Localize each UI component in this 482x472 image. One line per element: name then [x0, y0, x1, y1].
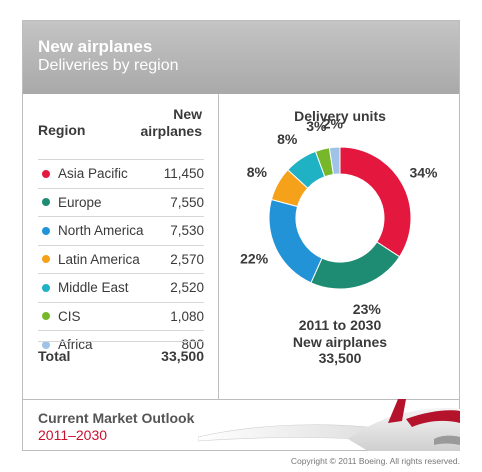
copyright-notice: Copyright © 2011 Boeing. All rights rese… [290, 456, 460, 466]
legend-dot-icon [42, 226, 50, 235]
legend-dot-icon [42, 312, 50, 320]
region-value: 7,530 [170, 223, 204, 238]
legend-dot-icon [42, 340, 50, 349]
slice-percent-label: 8% [247, 164, 268, 180]
new-airplanes-column-header: New airplanes [141, 106, 202, 140]
region-row: Europe 7,550 [38, 187, 204, 216]
total-row: Total 33,500 [38, 341, 204, 369]
region-value: 2,570 [170, 251, 204, 267]
chart-note-total: 33,500 [318, 350, 362, 366]
region-label: CIS [58, 308, 81, 324]
footer-title: Current Market Outlook [38, 410, 195, 426]
region-row: Asia Pacific 11,450 [38, 159, 204, 187]
outlook-panel: New airplanes Deliveries by region Regio… [22, 20, 460, 451]
footer-divider [23, 399, 459, 400]
slice-percent-label: 34% [409, 165, 438, 181]
region-row: North America 7,530 [38, 216, 204, 244]
footer-years: 2011–2030 [38, 427, 108, 443]
donut-slice [328, 146, 341, 176]
total-value: 33,500 [161, 347, 204, 364]
slice-percent-label: 22% [240, 251, 269, 267]
region-label: North America [58, 223, 144, 238]
region-label: Middle East [58, 280, 129, 295]
slice-percent-label: 2% [323, 115, 344, 131]
region-value: 11,450 [163, 166, 204, 181]
page-title: New airplanes [38, 37, 153, 56]
chart-note-years: 2011 to 2030 [298, 317, 382, 333]
region-row: Middle East 2,520 [38, 273, 204, 301]
region-label: Asia Pacific [58, 166, 128, 181]
region-value: 7,550 [170, 194, 204, 210]
donut-slice [310, 241, 401, 290]
chart-note-label: New airplanes [292, 333, 388, 350]
legend-dot-icon [42, 283, 50, 292]
region-value: 800 [181, 337, 204, 352]
region-row: Latin America 2,570 [38, 244, 204, 273]
region-label: Africa [58, 337, 93, 352]
column-divider [218, 94, 219, 399]
total-label: Total [38, 347, 71, 364]
region-value: 1,080 [170, 308, 204, 324]
region-label: Europe [58, 194, 102, 210]
donut-slice [268, 198, 323, 284]
region-row: CIS 1,080 [38, 301, 204, 330]
page-subtitle: Deliveries by region [38, 57, 179, 74]
legend-dot-icon [42, 198, 50, 206]
slice-percent-label: 3% [306, 118, 327, 134]
region-column-header: Region [38, 122, 86, 138]
legend-dot-icon [42, 255, 50, 263]
slice-percent-label: 23% [353, 301, 382, 317]
donut-chart: 34% 23% 22% 8% 8% 3%2% [240, 115, 438, 317]
new-header-line2: airplanes [140, 123, 202, 139]
region-value: 2,520 [170, 280, 204, 295]
slice-percent-label: 8% [277, 131, 298, 147]
header-bar: New airplanes Deliveries by region [23, 21, 459, 94]
airplane-image [198, 399, 460, 451]
legend-dot-icon [42, 169, 50, 178]
chart-title: Delivery units [294, 108, 386, 124]
donut-slice [339, 146, 412, 258]
chart-center-note: 2011 to 2030 New airplanes 33,500 [219, 317, 461, 367]
region-row: Africa 800 [38, 330, 204, 358]
region-label: Latin America [58, 251, 140, 267]
new-header-line1: New [173, 106, 202, 122]
